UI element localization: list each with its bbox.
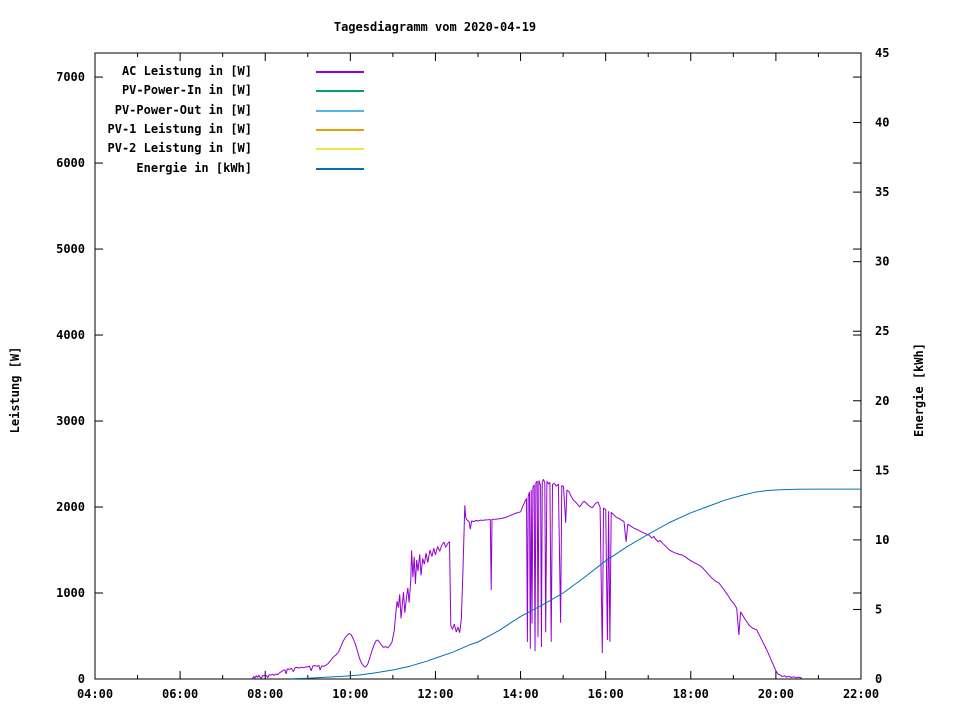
y-left-tick-label: 2000 (56, 500, 85, 514)
y-left-tick-label: 3000 (56, 414, 85, 428)
y-left-tick-label: 0 (78, 672, 85, 686)
y-right-tick-label: 0 (875, 672, 882, 686)
x-tick-label: 18:00 (673, 687, 709, 701)
series-line-energie-in-kwh (290, 488, 861, 680)
legend-line-sample (316, 148, 364, 150)
legend-label: PV-1 Leistung in [W] (107, 122, 253, 136)
y-right-tick-label: 15 (875, 463, 889, 477)
y-right-tick-label: 40 (875, 116, 889, 130)
y-left-tick-label: 5000 (56, 242, 85, 256)
y-left-tick-label: 6000 (56, 156, 85, 170)
legend-label: PV-Power-In in [W] (121, 83, 252, 97)
y-right-tick-label: 35 (875, 185, 889, 199)
y-right-tick-label: 45 (875, 46, 889, 60)
x-tick-label: 12:00 (417, 687, 453, 701)
y-left-tick-label: 4000 (56, 328, 85, 342)
y-right-tick-label: 30 (875, 255, 889, 269)
x-tick-label: 10:00 (332, 687, 368, 701)
x-tick-label: 16:00 (588, 687, 624, 701)
legend-label: Energie in [kWh] (136, 161, 252, 175)
y-right-tick-label: 25 (875, 324, 889, 338)
legend-line-sample (316, 129, 364, 131)
y-left-tick-label: 7000 (56, 70, 85, 84)
chart-title: Tagesdiagramm vom 2020-04-19 (333, 20, 537, 34)
legend-line-sample (316, 90, 364, 92)
x-tick-label: 08:00 (247, 687, 283, 701)
series-line-ac-leistung-in-w (252, 479, 802, 679)
y-right-tick-label: 20 (875, 394, 889, 408)
legend-label: PV-Power-Out in [W] (114, 103, 252, 117)
legend-label: AC Leistung in [W] (121, 64, 252, 78)
x-tick-label: 14:00 (502, 687, 538, 701)
y-right-tick-label: 10 (875, 533, 889, 547)
y-right-tick-label: 5 (875, 602, 882, 616)
x-tick-label: 04:00 (77, 687, 113, 701)
legend-line-sample (316, 110, 364, 112)
x-tick-label: 20:00 (758, 687, 794, 701)
y-left-tick-label: 1000 (56, 586, 85, 600)
legend-line-sample (316, 168, 364, 170)
x-tick-label: 06:00 (162, 687, 198, 701)
legend-line-sample (316, 71, 364, 73)
legend-label: PV-2 Leistung in [W] (107, 141, 253, 155)
x-tick-label: 22:00 (843, 687, 879, 701)
